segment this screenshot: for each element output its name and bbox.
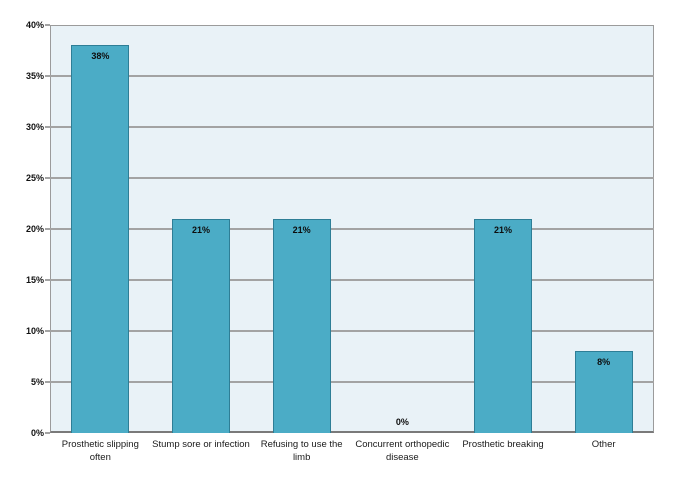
y-axis-tick-mark (45, 177, 50, 179)
y-axis-tick-label: 15% (25, 275, 44, 285)
y-axis-tick-mark (45, 330, 50, 332)
x-axis-category-label: Concurrent orthopedic disease (355, 439, 450, 463)
y-axis-tick-mark (45, 126, 50, 128)
y-axis-tick-label: 10% (25, 326, 44, 336)
y-axis-tick-mark (45, 279, 50, 281)
x-axis-category-label: Other (591, 439, 616, 450)
x-axis-category-label: Prosthetic breaking (462, 439, 544, 450)
x-axis-category-label: Stump sore or infection (152, 439, 250, 450)
bar (474, 218, 532, 433)
y-axis-tick-label: 30% (25, 122, 44, 132)
gridline (50, 330, 654, 332)
y-axis-tick-mark (45, 24, 50, 26)
y-axis-tick-label: 20% (25, 224, 44, 234)
y-axis-tick-mark (45, 381, 50, 383)
y-axis-tick-mark (45, 432, 50, 434)
gridline (50, 279, 654, 281)
y-axis-tick-mark (45, 75, 50, 77)
bar-value-label: 38% (91, 51, 110, 62)
gridline (50, 381, 654, 383)
y-axis-tick-label: 35% (25, 71, 44, 81)
bar (172, 218, 230, 433)
gridline (50, 75, 654, 77)
x-axis-category-label: Prosthetic slipping often (61, 439, 139, 463)
bar-value-label: 21% (292, 224, 311, 235)
gridline (50, 228, 654, 230)
gridline (50, 177, 654, 179)
y-axis-tick-label: 40% (25, 20, 44, 30)
bar-value-label: 8% (597, 357, 611, 368)
bar-value-label: 0% (395, 417, 409, 427)
bar (574, 351, 633, 433)
bar (71, 45, 130, 433)
bar (272, 218, 331, 433)
bar-value-label: 21% (493, 224, 512, 235)
y-axis-tick-label: 25% (25, 173, 44, 183)
gridline (50, 126, 654, 128)
bar-value-label: 21% (191, 224, 210, 235)
y-axis-tick-label: 5% (30, 377, 44, 387)
x-axis-category-label: Refusing to use the limb (260, 439, 343, 463)
y-axis-tick-label: 0% (30, 428, 44, 438)
y-axis-tick-mark (45, 228, 50, 230)
